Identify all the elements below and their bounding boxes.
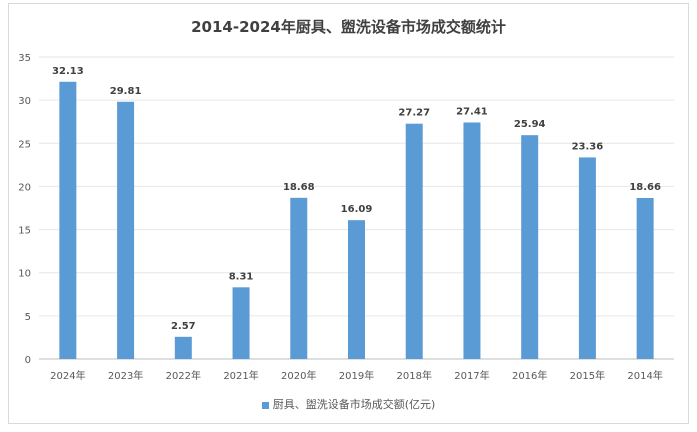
- x-tick-label: 2015年: [570, 369, 605, 382]
- x-tick-label: 2022年: [166, 369, 201, 382]
- y-tick-label: 30: [18, 96, 31, 107]
- y-tick-label: 10: [18, 269, 31, 280]
- bar: [405, 123, 423, 360]
- bar: [59, 81, 77, 359]
- x-tick-label: 2017年: [454, 369, 489, 382]
- data-label: 32.13: [52, 66, 84, 77]
- bar: [578, 157, 596, 359]
- x-tick-label: 2019年: [339, 369, 374, 382]
- y-tick-label: 15: [18, 226, 31, 237]
- data-label: 25.94: [514, 119, 546, 130]
- y-tick-label: 25: [18, 139, 31, 150]
- data-label: 29.81: [110, 86, 142, 97]
- y-tick-label: 20: [18, 182, 31, 193]
- bar: [174, 336, 192, 359]
- x-tick-label: 2018年: [397, 369, 432, 382]
- data-label: 18.66: [629, 182, 661, 193]
- data-label: 18.68: [283, 182, 315, 193]
- bar: [348, 220, 365, 359]
- chart-frame: [8, 3, 689, 424]
- bar: [463, 122, 481, 359]
- data-label: 8.31: [229, 271, 254, 282]
- legend-label: 厨具、盥洗设备市场成交额(亿元): [272, 398, 436, 411]
- x-tick-label: 2024年: [50, 369, 85, 382]
- legend: 厨具、盥洗设备市场成交额(亿元): [0, 396, 697, 412]
- legend-swatch: [261, 401, 269, 409]
- y-tick-label: 0: [25, 355, 31, 366]
- x-tick-label: 2014年: [627, 369, 662, 382]
- data-label: 16.09: [341, 204, 373, 215]
- bar: [636, 197, 654, 359]
- bar: [290, 197, 308, 359]
- x-tick-label: 2021年: [223, 369, 258, 382]
- data-label: 27.27: [398, 108, 430, 119]
- x-tick-label: 2020年: [281, 369, 316, 382]
- data-label: 23.36: [572, 141, 604, 152]
- data-label: 2.57: [171, 321, 196, 332]
- bar: [521, 135, 539, 359]
- x-tick-label: 2023年: [108, 369, 143, 382]
- y-tick-label: 35: [18, 53, 31, 64]
- y-tick-label: 5: [25, 312, 31, 323]
- data-label: 27.41: [456, 106, 488, 117]
- bar: [117, 101, 135, 359]
- chart-title: 2014-2024年厨具、盥洗设备市场成交额统计: [191, 18, 506, 36]
- x-tick-label: 2016年: [512, 369, 547, 382]
- bar: [232, 287, 250, 359]
